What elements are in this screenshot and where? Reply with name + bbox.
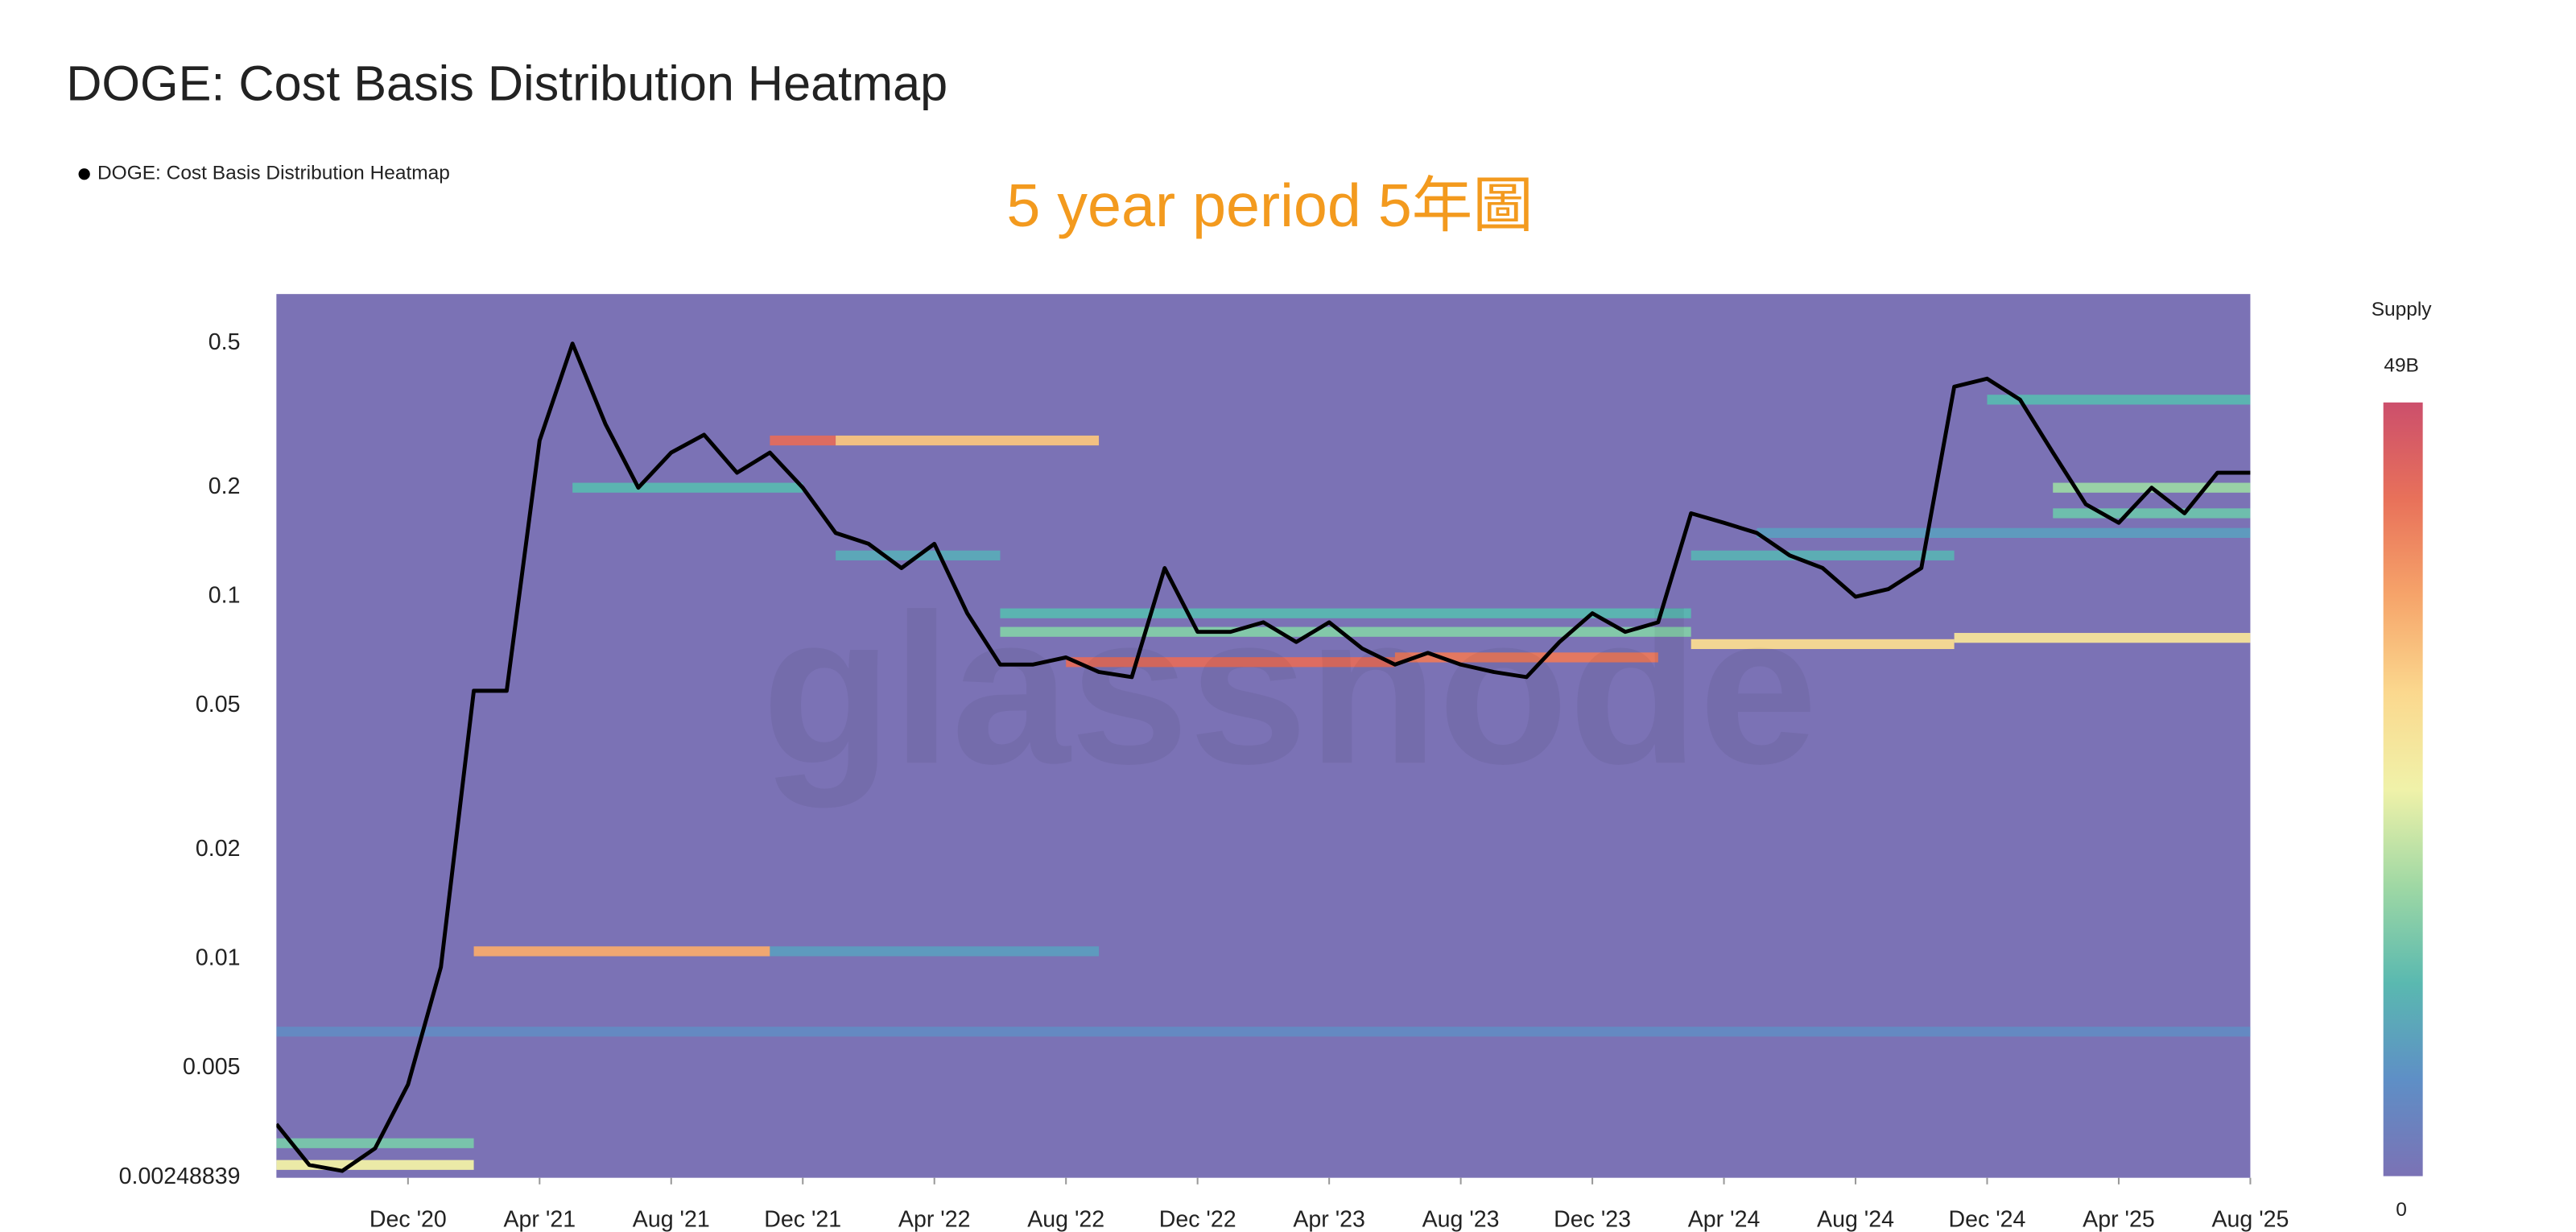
y-tick-label: 0.01 bbox=[196, 945, 241, 970]
y-tick-label: 0.2 bbox=[208, 473, 241, 499]
y-tick-label: 0.005 bbox=[183, 1054, 240, 1080]
x-tick-label: Apr '21 bbox=[504, 1206, 576, 1232]
colorbar-title: Supply bbox=[2372, 299, 2433, 320]
y-tick-label: 0.00248839 bbox=[119, 1164, 241, 1189]
colorbar-tick-label: 49B bbox=[2384, 354, 2419, 376]
heatmap-band bbox=[276, 1138, 474, 1148]
x-tick-label: Apr '25 bbox=[2083, 1206, 2155, 1232]
price-line bbox=[276, 341, 2251, 1173]
heatmap-band bbox=[1000, 608, 1691, 618]
heatmap-band bbox=[1757, 527, 2251, 538]
heatmap-band bbox=[1954, 633, 2251, 643]
chart-title: DOGE: Cost Basis Distribution Heatmap bbox=[66, 56, 947, 110]
y-tick-label: 0.05 bbox=[196, 692, 241, 717]
x-tick-label: Aug '22 bbox=[1027, 1206, 1104, 1232]
heatmap-band bbox=[473, 946, 770, 957]
annotation: 5 year period 5年圖 bbox=[1006, 172, 1533, 239]
heatmap-band bbox=[1066, 657, 1395, 668]
x-tick-label: Aug '21 bbox=[633, 1206, 710, 1232]
x-tick-label: Aug '25 bbox=[2211, 1206, 2289, 1232]
price-layer bbox=[276, 341, 2251, 1173]
x-tick-label: Apr '23 bbox=[1293, 1206, 1365, 1232]
x-tick-label: Dec '23 bbox=[1554, 1206, 1631, 1232]
watermark: glassnode bbox=[762, 570, 1818, 809]
heatmap-band bbox=[1394, 652, 1658, 663]
y-tick-label: 0.1 bbox=[208, 583, 241, 609]
heatmap-band bbox=[1690, 550, 1955, 560]
x-tick-label: Aug '24 bbox=[1817, 1206, 1894, 1232]
heatmap-band bbox=[2053, 508, 2251, 519]
x-tick-label: Aug '23 bbox=[1422, 1206, 1500, 1232]
heatmap bbox=[276, 395, 2251, 1170]
x-tick-label: Dec '24 bbox=[1949, 1206, 2026, 1232]
heatmap-band bbox=[770, 435, 836, 446]
heatmap-band bbox=[770, 946, 1100, 957]
x-tick-label: Apr '22 bbox=[898, 1206, 971, 1232]
heatmap-band bbox=[276, 1027, 2251, 1037]
x-tick-label: Dec '22 bbox=[1159, 1206, 1236, 1232]
legend-marker bbox=[78, 168, 90, 180]
heatmap-band bbox=[1000, 626, 1691, 637]
y-tick-label: 0.5 bbox=[208, 329, 241, 355]
x-tick-label: Dec '21 bbox=[764, 1206, 841, 1232]
legend-label[interactable]: DOGE: Cost Basis Distribution Heatmap bbox=[97, 163, 450, 184]
colorbar bbox=[2383, 402, 2423, 1176]
heatmap-band bbox=[836, 435, 1100, 446]
y-tick-label: 0.02 bbox=[196, 836, 241, 862]
heatmap-band bbox=[1987, 395, 2251, 405]
x-tick-label: Apr '24 bbox=[1688, 1206, 1761, 1232]
heatmap-band bbox=[1690, 639, 1955, 650]
x-tick-label: Dec '20 bbox=[369, 1206, 447, 1232]
colorbar-tick-label: 0 bbox=[2396, 1199, 2407, 1221]
heatmap-band bbox=[572, 482, 803, 493]
